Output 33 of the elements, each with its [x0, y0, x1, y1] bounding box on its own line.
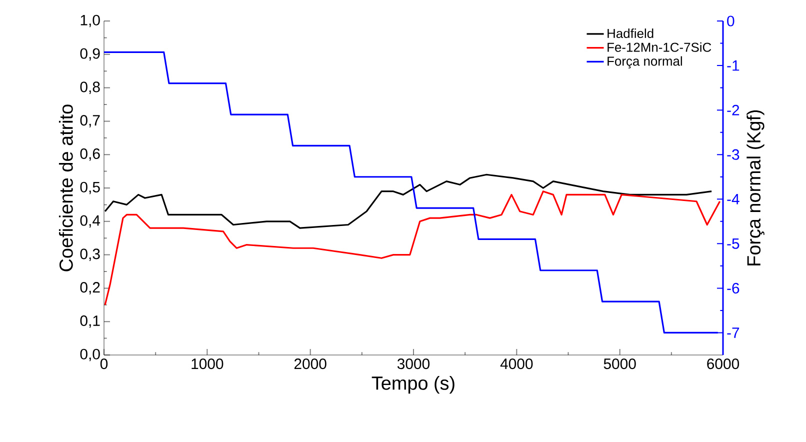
- legend-label: Fe-12Mn-1C-7SiC: [608, 42, 712, 52]
- y-tick-label: 0,1: [80, 315, 100, 328]
- y2-tick-label: -7: [727, 328, 740, 338]
- y-tick-label: 0,5: [80, 182, 100, 194]
- legend-label: Hadfield: [608, 28, 654, 38]
- line-series: [104, 190, 721, 306]
- x-tick-label: 1000: [192, 358, 224, 370]
- x-tick-label: 0: [100, 358, 108, 370]
- y-axis-title: Coeficiente de atrito: [58, 104, 73, 272]
- x-tick-label: 3000: [397, 358, 430, 370]
- y-tick-label: 1,0: [80, 14, 100, 28]
- y2-tick-label: -6: [727, 282, 740, 294]
- legend-label: Força normal: [608, 56, 682, 68]
- y-tick-label: 0,4: [80, 215, 100, 228]
- y2-tick-label: -4: [727, 194, 740, 204]
- x-tick-label: 4000: [500, 358, 533, 370]
- y-tick-label: 0,3: [80, 248, 100, 261]
- x-tick-label: 5000: [604, 358, 636, 370]
- y-tick-label: 0,6: [80, 148, 100, 161]
- y-tick-label: 0,9: [80, 48, 100, 61]
- y2-tick-label: -3: [727, 149, 740, 160]
- y2-tick-label: -5: [727, 238, 740, 249]
- x-tick-label: 2000: [294, 358, 326, 370]
- y-tick-label: 0,2: [80, 282, 100, 294]
- y-tick-label: 0,8: [80, 82, 100, 94]
- y2-axis-title: Força normal (Kgf): [746, 110, 764, 266]
- y2-tick-label: -1: [727, 60, 740, 71]
- x-tick-label: 6000: [707, 358, 740, 370]
- y2-tick-label: -2: [727, 104, 740, 116]
- y2-tick-label: 0: [727, 16, 734, 26]
- x-axis-title: Tempo (s): [372, 376, 454, 394]
- y-tick-label: 0,0: [80, 348, 100, 362]
- y-tick-label: 0,7: [80, 115, 100, 128]
